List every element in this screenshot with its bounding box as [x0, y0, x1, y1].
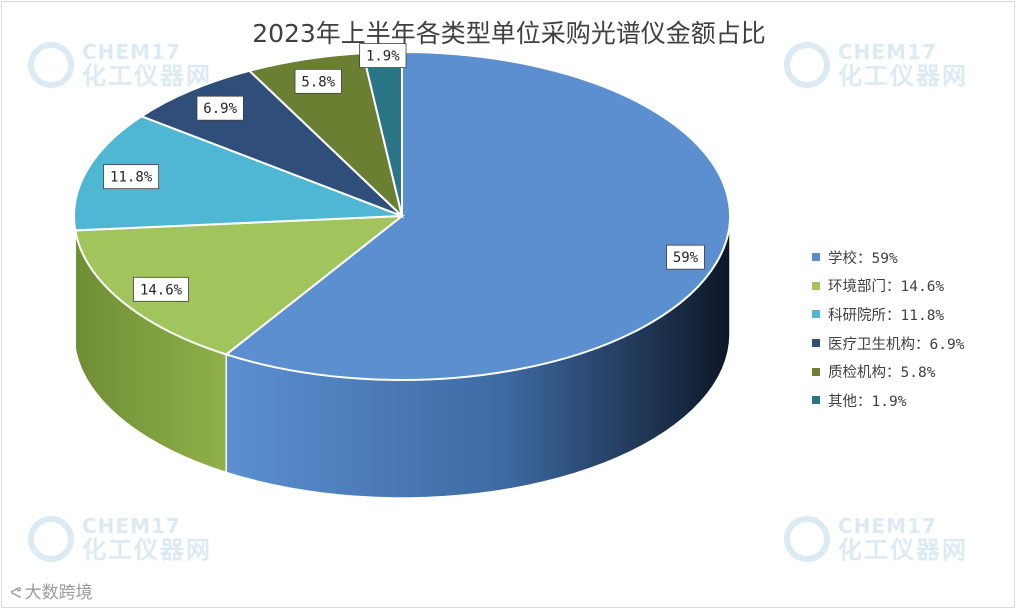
watermark-brand-en: CHEM17: [82, 514, 181, 538]
pie-side-2: [73, 215, 77, 349]
data-label-4: 5.8%: [294, 68, 342, 94]
legend-label: 医疗卫生机构：6.9%: [828, 336, 965, 353]
data-label-box: [294, 68, 342, 94]
watermark-brand-en: CHEM17: [838, 40, 937, 64]
legend-swatch: [812, 367, 820, 376]
legend-swatch: [812, 396, 820, 405]
data-label-text: 5.8%: [301, 74, 335, 90]
weibo-icon: ᕙ: [10, 583, 22, 602]
data-label-text: 6.9%: [203, 101, 237, 117]
data-label-text: 59%: [673, 250, 699, 266]
data-label-5: 1.9%: [359, 43, 407, 68]
data-label-box: [196, 95, 244, 121]
legend-label: 环境部门：14.6%: [828, 279, 945, 296]
legend-item-4[interactable]: 质检机构：5.8%: [812, 357, 964, 386]
legend-swatch: [812, 339, 820, 348]
legend-item-5[interactable]: 其他：1.9%: [812, 386, 964, 415]
legend-swatch: [812, 253, 820, 262]
data-label-box: [133, 276, 189, 302]
legend-label: 其他：1.9%: [828, 393, 907, 410]
data-label-text: 1.9%: [366, 49, 400, 65]
legend-item-1[interactable]: 环境部门：14.6%: [812, 272, 964, 301]
watermark-logo-icon: [784, 42, 830, 88]
watermark-logo-icon: [28, 516, 74, 562]
data-label-1: 14.6%: [133, 276, 189, 302]
legend-item-0[interactable]: 学校：59%: [812, 243, 964, 272]
legend-item-3[interactable]: 医疗卫生机构：6.9%: [812, 329, 964, 358]
chart-legend: 学校：59% 环境部门：14.6% 科研院所：11.8% 医疗卫生机构：6.9% 质检机…: [812, 243, 964, 415]
legend-label: 科研院所：11.8%: [828, 307, 945, 324]
watermark-bottom-left: CHEM17 化工仪器网: [28, 516, 212, 562]
watermark-top-right: CHEM17 化工仪器网: [784, 42, 968, 88]
watermark-top-left: CHEM17 化工仪器网: [28, 42, 212, 88]
watermark-logo-icon: [28, 42, 74, 88]
data-label-0: 59%: [666, 244, 705, 270]
pie-data-labels: 59% 14.6% 11.8% 6.9% 5.8% 1.9%: [103, 43, 705, 302]
pie-top-faces: [73, 50, 731, 381]
legend-swatch: [812, 281, 820, 290]
data-label-box: [359, 43, 407, 68]
data-label-box: [666, 244, 705, 270]
watermark-logo-icon: [784, 516, 830, 562]
chart-title: 2023年上半年各类型单位采购光谱仪金额占比: [252, 19, 766, 48]
legend-item-2[interactable]: 科研院所：11.8%: [812, 300, 964, 329]
data-label-2: 11.8%: [103, 164, 160, 190]
pie-slice-0[interactable]: [224, 50, 731, 381]
watermark-brand-cn: 化工仪器网: [82, 536, 212, 564]
watermark-brand-en: CHEM17: [82, 40, 181, 64]
pie-slice-2[interactable]: [73, 115, 403, 232]
data-label-box: [103, 164, 160, 190]
data-label-text: 14.6%: [140, 282, 183, 298]
data-label-text: 11.8%: [110, 170, 153, 186]
data-label-3: 6.9%: [196, 95, 244, 121]
watermark-brand-cn: 化工仪器网: [838, 62, 968, 90]
legend-label: 质检机构：5.8%: [828, 365, 936, 382]
pie-slice-1[interactable]: [74, 214, 406, 356]
legend-swatch: [812, 310, 820, 319]
watermark-brand-cn: 化工仪器网: [82, 62, 212, 90]
watermark-bottom-right: CHEM17 化工仪器网: [784, 516, 968, 562]
source-credit: ᕙ 大数跨境: [10, 578, 93, 603]
source-text: 大数跨境: [24, 583, 93, 603]
legend-label: 学校：59%: [828, 250, 898, 267]
watermark-brand-en: CHEM17: [838, 514, 937, 538]
watermark-brand-cn: 化工仪器网: [838, 536, 968, 564]
